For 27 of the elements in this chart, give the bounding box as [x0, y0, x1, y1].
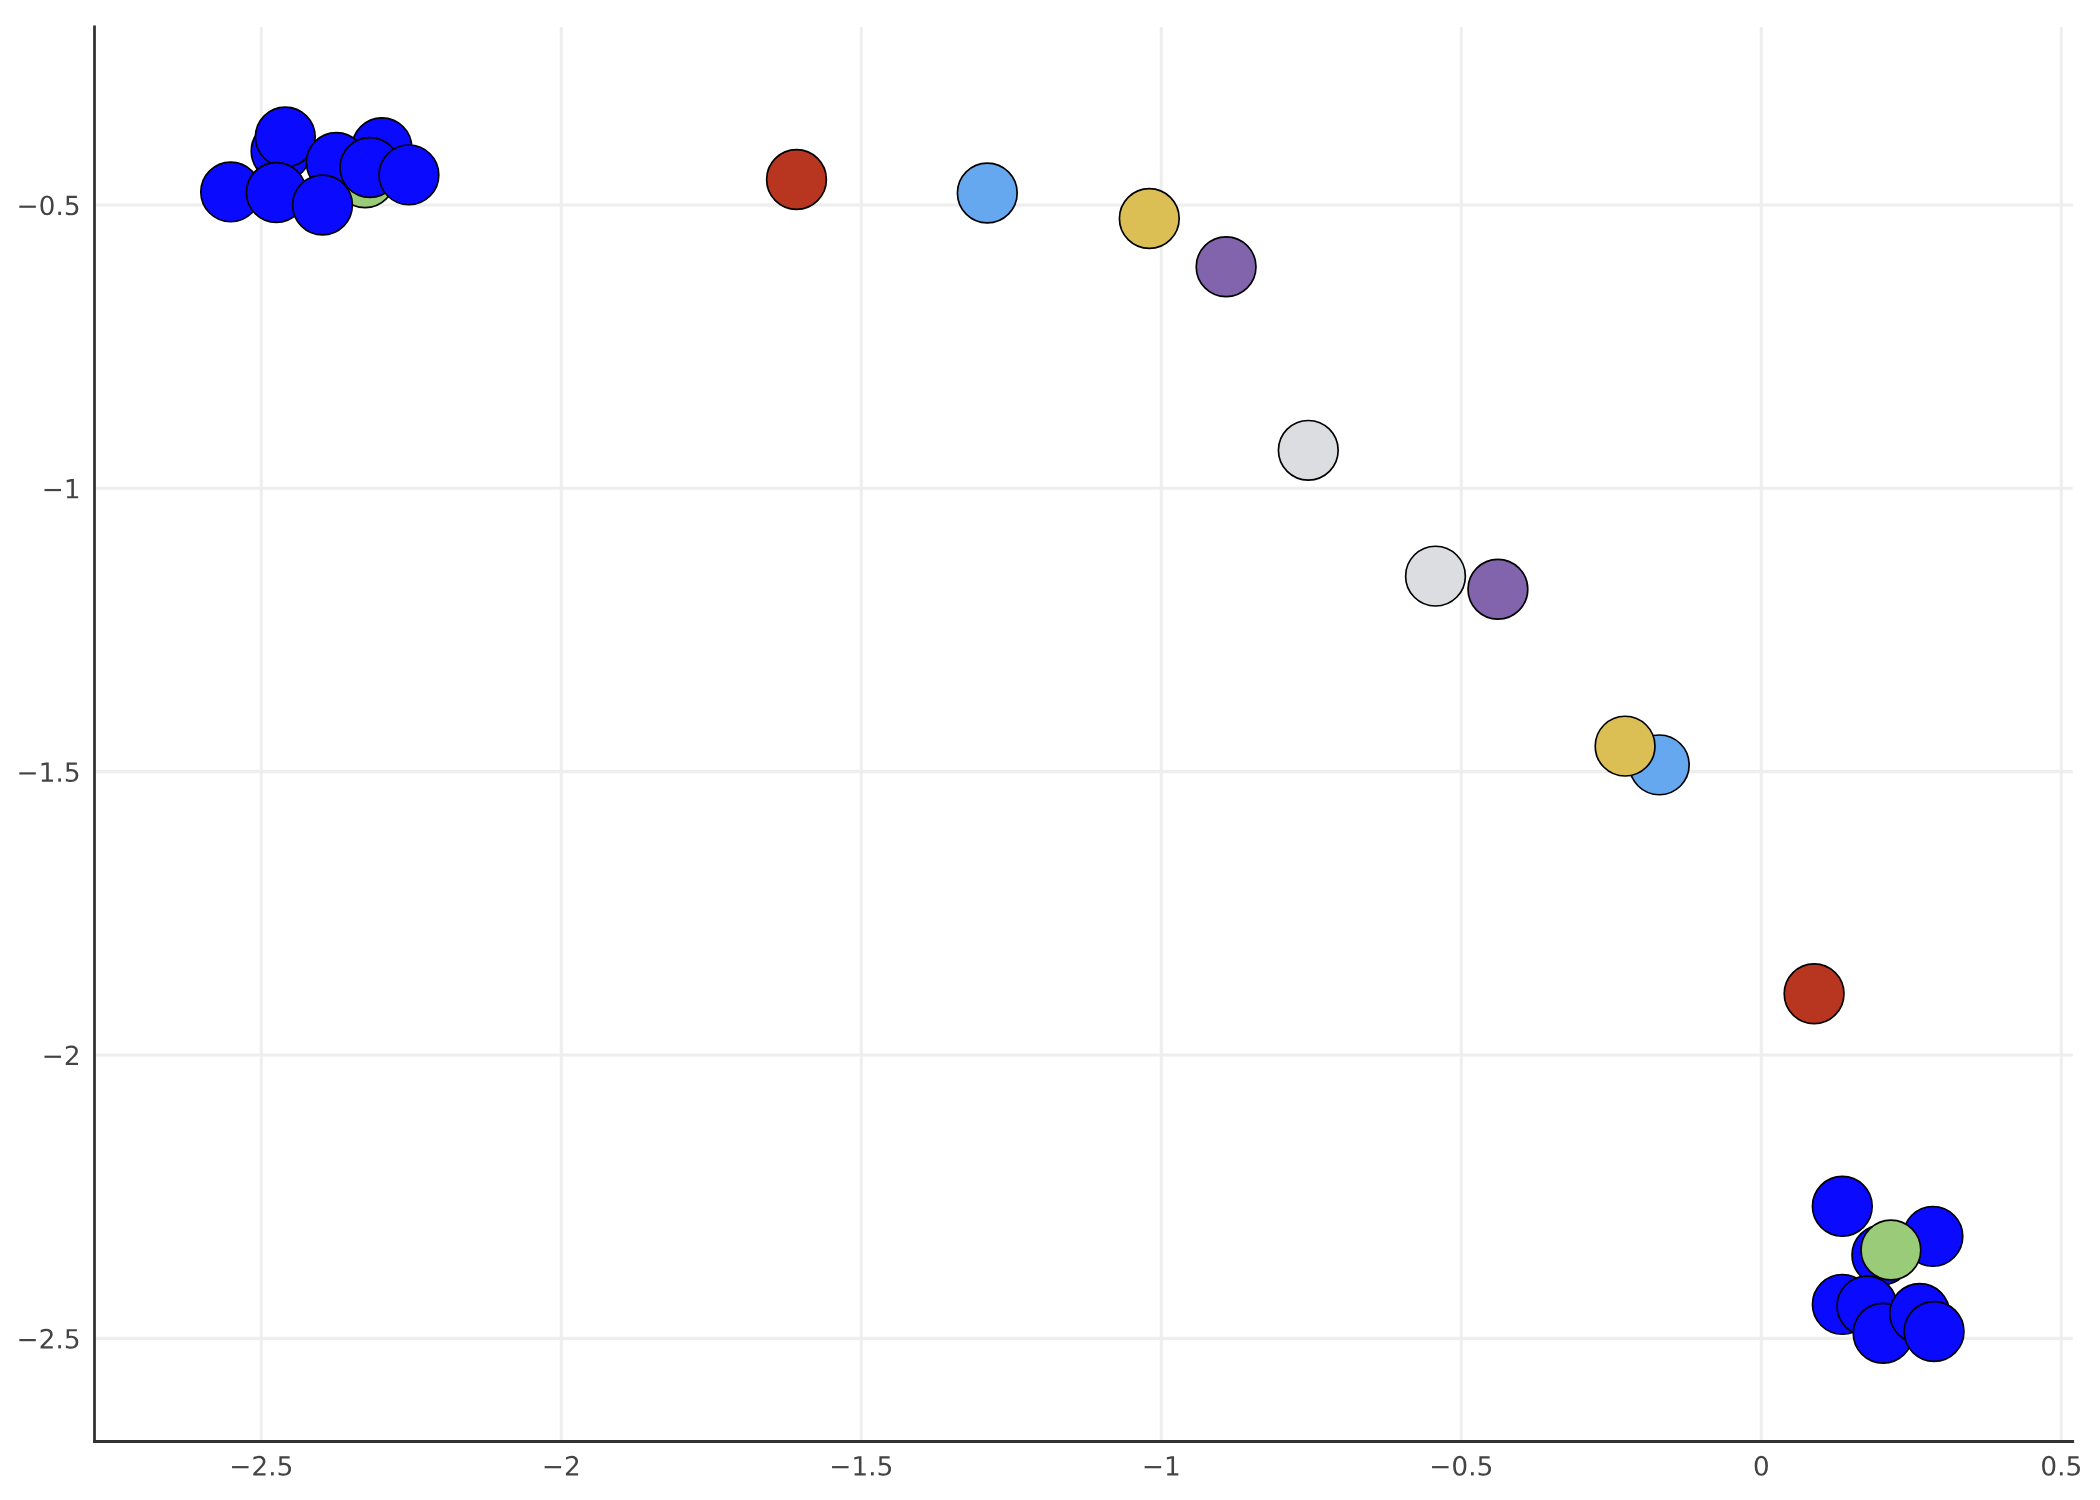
x-tick-label: 0	[1754, 1455, 1768, 1476]
y-tick-label: −2.5	[19, 1328, 79, 1349]
point	[1195, 236, 1257, 298]
x-tick-label: −0.5	[1432, 1455, 1492, 1476]
y-tick-label: −0.5	[19, 195, 79, 216]
y-tick-label: −1	[44, 479, 79, 499]
point	[1277, 419, 1340, 482]
point	[1811, 1175, 1874, 1238]
point	[956, 162, 1019, 224]
point	[291, 174, 354, 236]
point	[1860, 1219, 1922, 1281]
point	[1783, 963, 1845, 1025]
x-tick-label: −1.5	[832, 1456, 892, 1476]
point	[1118, 187, 1181, 250]
x-tick-label: −2	[544, 1455, 579, 1476]
point	[1404, 545, 1467, 607]
x-tick-label: 0.5	[2042, 1455, 2080, 1476]
y-tick-label: −2	[44, 1045, 78, 1066]
point	[378, 144, 440, 206]
point	[1903, 1300, 1965, 1363]
point	[765, 148, 828, 211]
point	[1467, 558, 1529, 620]
x-tick-label: −1	[1144, 1456, 1179, 1476]
point	[254, 106, 317, 168]
x-tick-label: −2.5	[232, 1455, 292, 1476]
point	[1594, 715, 1656, 777]
y-tick-label: −1.5	[19, 762, 79, 783]
